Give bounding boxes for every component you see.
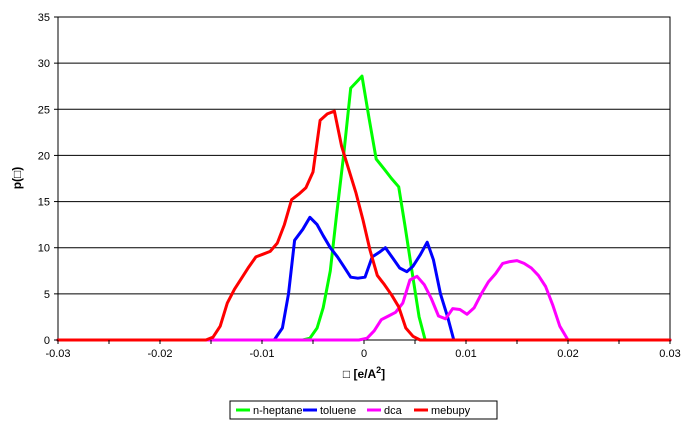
legend-box xyxy=(229,400,498,420)
y-tick-label: 30 xyxy=(38,58,50,70)
x-axis-ticks: -0.03 -0.02 -0.01 0 0.01 0.02 0.03 xyxy=(45,340,681,360)
y-axis-ticks: 0 5 10 15 20 25 30 35 xyxy=(38,12,58,347)
series-line-mebupy xyxy=(56,109,672,342)
x-axis-title: □ [e/A2] xyxy=(343,365,385,381)
legend-label: dca xyxy=(384,405,403,417)
x-tick-label: 0 xyxy=(361,348,367,360)
y-axis-title: p(□) xyxy=(10,167,24,190)
x-tick-label: 0.01 xyxy=(455,348,476,360)
y-tick-label: 0 xyxy=(44,335,50,347)
legend-label: mebupy xyxy=(431,405,471,417)
series-line-dca xyxy=(56,259,672,342)
x-tick-label: -0.02 xyxy=(147,348,172,360)
y-tick-label: 35 xyxy=(38,12,50,24)
y-tick-label: 15 xyxy=(38,197,50,209)
legend-label: toluene xyxy=(320,405,356,417)
y-tick-label: 20 xyxy=(38,150,50,162)
x-tick-label: 0.03 xyxy=(659,348,680,360)
y-tick-label: 5 xyxy=(44,289,50,301)
x-tick-label: -0.01 xyxy=(249,348,274,360)
x-tick-label: -0.03 xyxy=(45,348,70,360)
plot-area-border xyxy=(57,16,671,341)
gridlines xyxy=(58,62,670,295)
legend: n-heptane toluene dca mebupy xyxy=(229,400,498,420)
legend-label: n-heptane xyxy=(253,405,303,417)
series-layer xyxy=(56,74,672,342)
series-line-n-heptane xyxy=(56,74,672,342)
series-line-toluene xyxy=(56,215,672,342)
x-tick-label: 0.02 xyxy=(557,348,578,360)
y-tick-label: 10 xyxy=(38,243,50,255)
y-tick-label: 25 xyxy=(38,104,50,116)
